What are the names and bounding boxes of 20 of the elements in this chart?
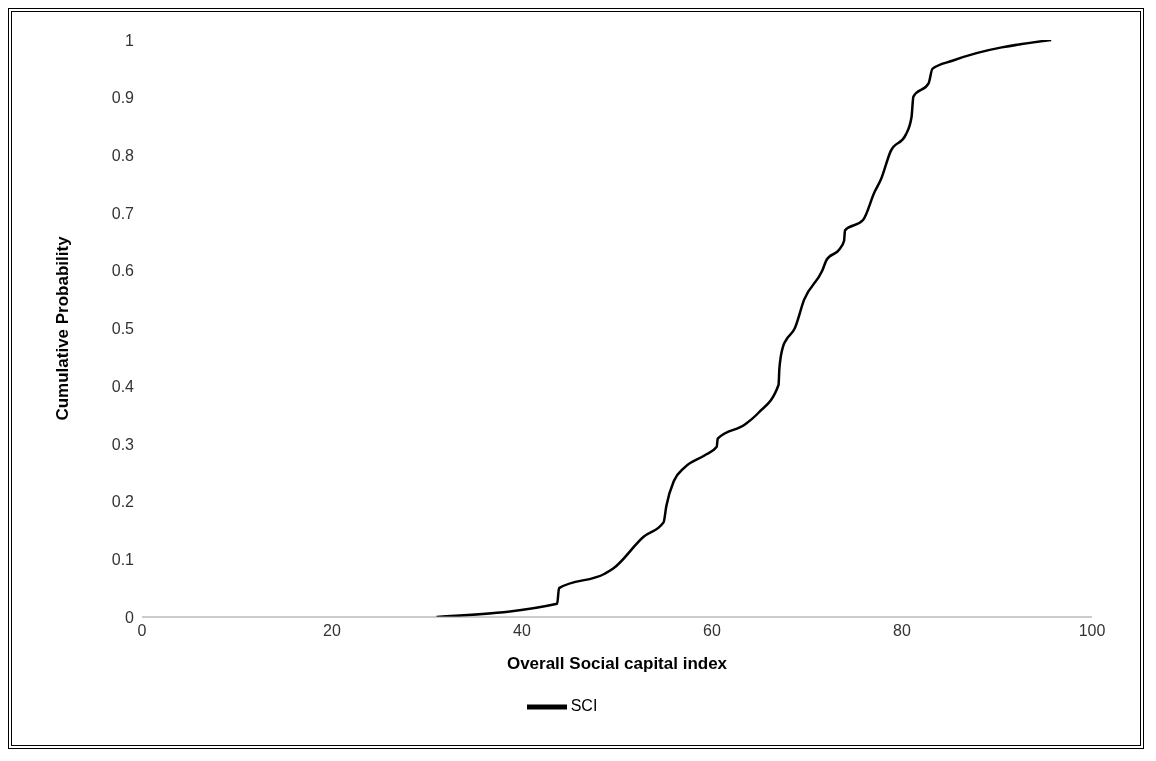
- y-tick-label: 0.8: [111, 147, 135, 165]
- y-tick-label: 0.2: [111, 493, 135, 511]
- x-tick-label: 20: [323, 622, 341, 640]
- y-tick-label: 0: [125, 608, 135, 626]
- y-tick-label: 0.5: [111, 320, 135, 338]
- y-tick-label: 0.9: [111, 89, 135, 107]
- y-axis-title: Cumulative Probability: [53, 235, 73, 421]
- y-tick-label: 0.1: [111, 550, 135, 568]
- y-tick-label: 0.4: [111, 377, 135, 395]
- x-tick-label: 40: [513, 622, 531, 640]
- legend-label: SCI: [570, 697, 598, 715]
- x-tick-label: 60: [703, 622, 721, 640]
- y-tick-label: 0.3: [111, 435, 135, 453]
- y-tick-label: 0.7: [111, 204, 135, 222]
- x-tick-label: 80: [893, 622, 911, 640]
- x-axis-title: Overall Social capital index: [506, 654, 728, 673]
- x-tick-label: 100: [1078, 622, 1106, 640]
- y-tick-label: 0.6: [111, 262, 135, 280]
- x-tick-label: 0: [137, 622, 147, 640]
- y-tick-label: 1: [125, 31, 135, 49]
